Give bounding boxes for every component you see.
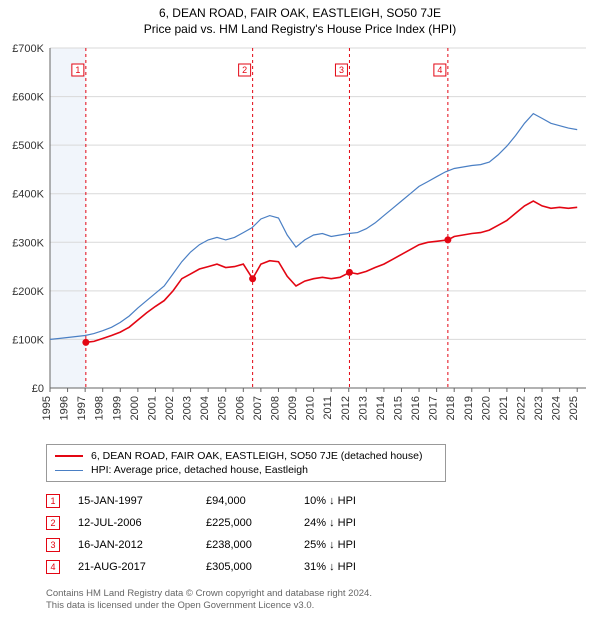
x-tick-label: 2009 [287,396,299,420]
transaction-date: 16-JAN-2012 [78,539,188,551]
legend: 6, DEAN ROAD, FAIR OAK, EASTLEIGH, SO50 … [46,444,446,482]
x-tick-label: 2017 [428,396,440,420]
x-tick-label: 1996 [59,396,71,420]
x-tick-label: 2004 [199,396,211,420]
footer-line2: This data is licensed under the Open Gov… [46,600,590,612]
title-subtitle: Price paid vs. HM Land Registry's House … [0,22,600,36]
transaction-row: 4 21-AUG-2017 £305,000 31% ↓ HPI [46,556,590,578]
x-tick-label: 2003 [182,396,194,420]
legend-swatch [55,455,83,457]
series-price-paid [86,201,577,342]
x-tick-label: 2008 [269,396,281,420]
chart-container: 6, DEAN ROAD, FAIR OAK, EASTLEIGH, SO50 … [0,0,600,613]
transaction-row-marker: 4 [46,560,60,574]
x-tick-label: 2018 [445,396,457,420]
legend-label: HPI: Average price, detached house, East… [91,464,308,476]
x-tick-label: 2022 [515,396,527,420]
x-tick-label: 1999 [111,396,123,420]
x-tick-label: 2013 [357,396,369,420]
x-tick-label: 1998 [94,396,106,420]
series-hpi [50,114,577,340]
transaction-row-marker: 2 [46,516,60,530]
x-tick-label: 2019 [463,396,475,420]
x-tick-label: 2020 [480,396,492,420]
transaction-marker-num: 4 [437,65,442,75]
x-tick-label: 2015 [392,396,404,420]
transaction-date: 12-JUL-2006 [78,517,188,529]
footer-line1: Contains HM Land Registry data © Crown c… [46,588,590,600]
x-tick-label: 2005 [217,396,229,420]
transaction-marker-num: 1 [75,65,80,75]
transaction-row: 1 15-JAN-1997 £94,000 10% ↓ HPI [46,490,590,512]
x-tick-label: 2024 [551,396,563,420]
y-tick-label: £600K [12,92,44,104]
legend-swatch [55,470,83,471]
x-tick-label: 2001 [146,396,158,420]
x-tick-label: 2011 [322,396,334,420]
x-tick-label: 2007 [252,396,264,420]
y-tick-label: £400K [12,189,44,201]
x-tick-label: 2012 [340,396,352,420]
transaction-price: £225,000 [206,517,286,529]
transaction-marker-num: 3 [339,65,344,75]
x-tick-label: 2002 [164,396,176,420]
transaction-diff: 24% ↓ HPI [304,517,384,529]
transaction-row: 3 16-JAN-2012 £238,000 25% ↓ HPI [46,534,590,556]
transaction-row-marker: 3 [46,538,60,552]
transaction-date: 21-AUG-2017 [78,561,188,573]
x-tick-label: 2023 [533,396,545,420]
transactions-table: 1 15-JAN-1997 £94,000 10% ↓ HPI 2 12-JUL-2006… [46,490,590,578]
y-tick-label: £100K [12,334,44,346]
transaction-price: £238,000 [206,539,286,551]
y-tick-label: £700K [12,43,44,55]
transaction-price: £305,000 [206,561,286,573]
legend-label: 6, DEAN ROAD, FAIR OAK, EASTLEIGH, SO50 … [91,450,422,462]
transaction-row: 2 12-JUL-2006 £225,000 24% ↓ HPI [46,512,590,534]
titles: 6, DEAN ROAD, FAIR OAK, EASTLEIGH, SO50 … [0,0,600,38]
x-tick-label: 2021 [498,396,510,420]
transaction-marker-num: 2 [242,65,247,75]
attribution-footer: Contains HM Land Registry data © Crown c… [46,588,590,613]
x-tick-label: 2014 [375,396,387,420]
x-tick-label: 2000 [129,396,141,420]
transaction-price: £94,000 [206,495,286,507]
x-tick-label: 2006 [234,396,246,420]
y-tick-label: £200K [12,286,44,298]
transaction-diff: 31% ↓ HPI [304,561,384,573]
x-tick-label: 2016 [410,396,422,420]
x-tick-label: 1995 [41,396,53,420]
legend-row: 6, DEAN ROAD, FAIR OAK, EASTLEIGH, SO50 … [55,449,437,463]
title-address: 6, DEAN ROAD, FAIR OAK, EASTLEIGH, SO50 … [0,6,600,20]
x-tick-label: 1997 [76,396,88,420]
transaction-diff: 10% ↓ HPI [304,495,384,507]
y-tick-label: £0 [32,383,44,395]
chart: £0 £100K £200K £300K £400K £500K £600K £700K 199… [0,38,600,438]
y-tick-label: £300K [12,237,44,249]
y-tick-label: £500K [12,140,44,152]
transaction-date: 15-JAN-1997 [78,495,188,507]
x-tick-label: 2025 [568,396,580,420]
chart-svg: £0 £100K £200K £300K £400K £500K £600K £700K 199… [0,38,600,438]
x-tick-label: 2010 [305,396,317,420]
legend-row: HPI: Average price, detached house, East… [55,463,437,477]
transaction-row-marker: 1 [46,494,60,508]
transaction-diff: 25% ↓ HPI [304,539,384,551]
